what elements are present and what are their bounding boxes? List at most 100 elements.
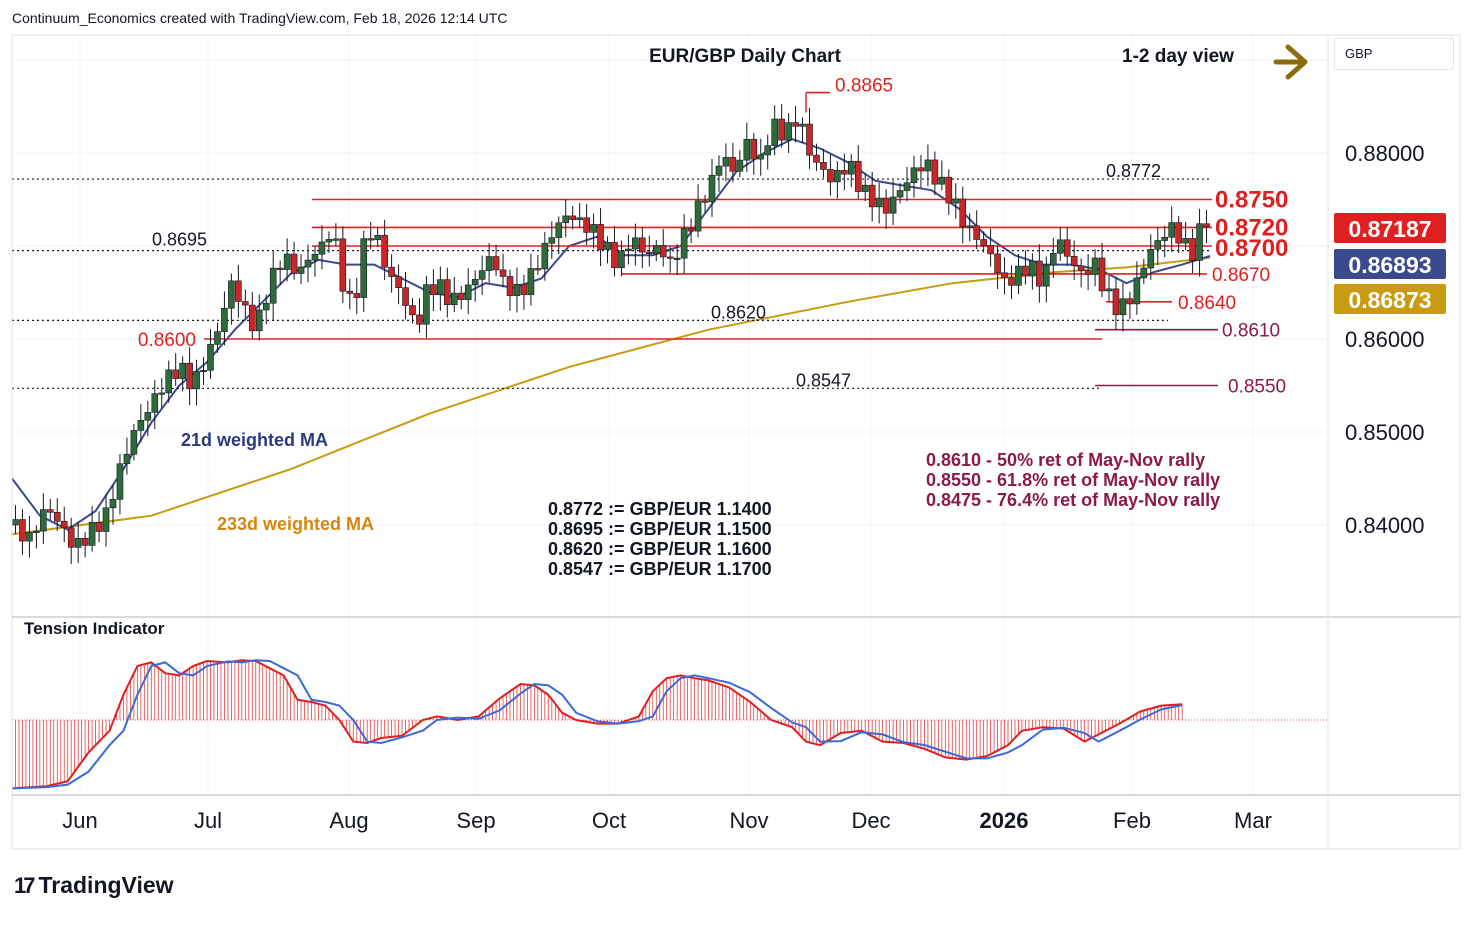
candle-body xyxy=(450,292,458,306)
candle-body xyxy=(262,302,270,311)
candle-body xyxy=(966,225,974,228)
candle-body xyxy=(834,170,841,183)
brand-name: TradingView xyxy=(38,872,174,898)
candle-body xyxy=(722,157,730,167)
price-badge xyxy=(1334,249,1446,279)
candle-body xyxy=(478,270,486,280)
candle-body xyxy=(1182,238,1189,244)
candle-body xyxy=(123,453,131,465)
candle-body xyxy=(186,362,193,390)
candle-body xyxy=(757,154,765,160)
candle-body xyxy=(1154,240,1162,250)
candle-body xyxy=(248,304,256,332)
currency-selector[interactable]: GBP xyxy=(1334,38,1454,70)
chart-title: EUR/GBP Daily Chart xyxy=(649,46,841,67)
tension-signal-line xyxy=(11,659,1183,790)
candle-body xyxy=(868,184,876,208)
candle-body xyxy=(1112,288,1120,316)
candle-body xyxy=(360,238,368,298)
candle-body xyxy=(116,463,124,500)
candle-body xyxy=(318,241,326,255)
retracement-note: 0.8550 - 61.8% ret of May-Nov rally xyxy=(926,470,1220,490)
x-tick-label: Nov xyxy=(729,808,768,833)
candle-body xyxy=(283,253,291,270)
candle-body xyxy=(555,222,563,238)
x-tick-label: Sep xyxy=(456,808,495,833)
candle-body xyxy=(792,122,799,127)
candle-body xyxy=(367,238,375,241)
candle-body xyxy=(332,238,340,241)
candle-body xyxy=(687,228,695,232)
level-label: 0.8550 xyxy=(1228,377,1286,398)
candle-body xyxy=(583,217,590,233)
candle-body xyxy=(604,242,611,250)
level-label: 0.8670 xyxy=(1212,265,1270,286)
candle-body xyxy=(1175,222,1182,244)
level-label: 0.8695 xyxy=(152,230,207,250)
candle-body xyxy=(235,280,242,302)
candle-body xyxy=(987,245,994,255)
axes: 0.88000 0.86000 0.85000 0.84000 Jun Jul Aug Sep… xyxy=(11,34,1461,850)
candle-body xyxy=(980,239,987,246)
candle-body xyxy=(910,167,918,184)
candle-body xyxy=(785,122,792,141)
price-badge-label: 0.86873 xyxy=(1348,287,1431,313)
candle-body xyxy=(806,123,813,156)
y-tick-label: 0.88000 xyxy=(1345,141,1425,166)
candle-body xyxy=(242,301,249,306)
candle-body xyxy=(659,245,667,258)
candle-body xyxy=(151,393,159,413)
candle-body xyxy=(861,184,869,192)
candle-body xyxy=(701,200,709,203)
candle-body xyxy=(193,371,200,390)
candle-body xyxy=(325,239,333,243)
candle-body xyxy=(506,276,514,296)
candle-body xyxy=(889,196,897,214)
x-tick-label: Aug xyxy=(329,808,368,833)
candle-body xyxy=(1043,264,1050,287)
candle-body xyxy=(130,430,138,455)
candle-body xyxy=(994,253,1001,274)
tension-label: Tension Indicator xyxy=(24,619,165,638)
candle-body xyxy=(346,290,354,294)
candle-body xyxy=(729,157,737,172)
candle-body xyxy=(67,527,75,548)
candle-body xyxy=(471,279,479,286)
candle-body xyxy=(430,284,437,295)
x-tick-label: Feb xyxy=(1113,808,1151,833)
candle-body xyxy=(1105,288,1113,292)
candle-body xyxy=(917,167,925,172)
ma21-label: 21d weighted MA xyxy=(181,430,328,450)
candle-body xyxy=(457,292,465,300)
candle-body xyxy=(172,369,179,379)
candle-body xyxy=(847,160,855,175)
candle-body xyxy=(646,251,653,254)
candle-body xyxy=(165,369,173,394)
candle-body xyxy=(882,197,890,214)
ma233-label: 233d weighted MA xyxy=(217,514,374,534)
candle-body xyxy=(534,268,542,271)
chart-attribution: Continuum_Economics created with Trading… xyxy=(12,10,508,26)
candle-body xyxy=(569,215,576,220)
candle-body xyxy=(109,499,117,509)
candle-body xyxy=(485,256,493,271)
candle-body xyxy=(290,253,298,274)
candle-body xyxy=(464,284,472,300)
candle-body xyxy=(297,266,305,274)
candle-body xyxy=(576,217,583,220)
conversion-note: 0.8695 := GBP/EUR 1.1500 xyxy=(548,519,772,539)
candle-body xyxy=(750,138,758,160)
candle-body xyxy=(666,256,674,259)
candle-body xyxy=(221,307,228,332)
candle-body xyxy=(200,369,207,373)
candle-body xyxy=(771,118,778,146)
candle-body xyxy=(820,162,827,170)
candle-body xyxy=(694,200,702,232)
candle-body xyxy=(1008,277,1015,286)
candle-body xyxy=(81,537,89,546)
level-label: 0.8547 xyxy=(796,370,851,390)
candle-body xyxy=(618,250,625,269)
conversion-note: 0.8547 := GBP/EUR 1.1700 xyxy=(548,559,772,579)
chart-annotations: EUR/GBP Daily Chart 1-2 day view 21d weigh… xyxy=(181,44,1308,579)
level-label: 0.8620 xyxy=(711,302,766,322)
